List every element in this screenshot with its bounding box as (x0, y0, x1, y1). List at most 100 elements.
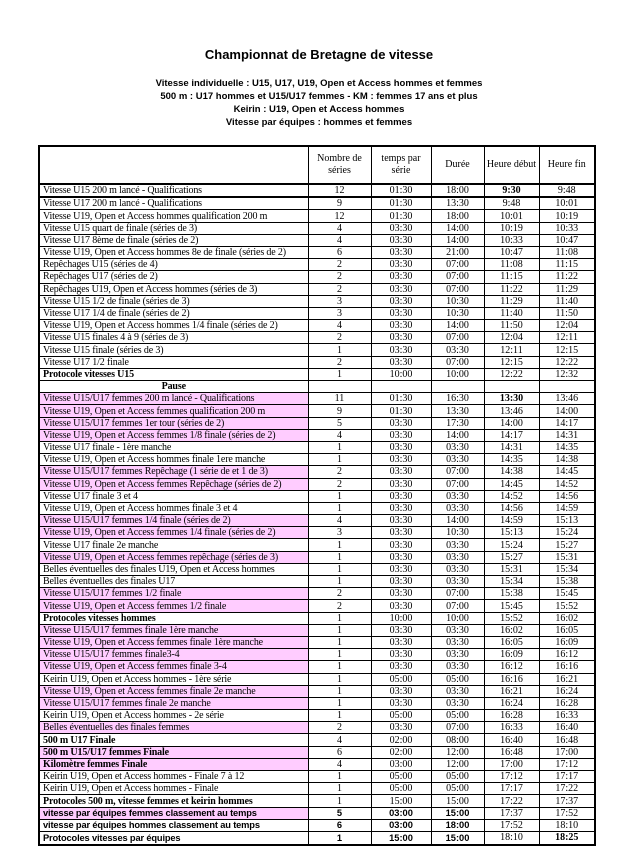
duration-cell: 07:00 (430, 587, 485, 601)
duration-cell: 03:30 (430, 696, 485, 711)
start-time-cell: 12:11 (483, 343, 540, 357)
series-count-cell: 4 (307, 221, 372, 235)
subtitle-line: Vitesse par équipes : hommes et femmes (225, 117, 413, 128)
start-time-cell: 14:35 (483, 453, 540, 467)
time-per-series-cell: 01:30 (370, 196, 432, 211)
series-count-cell: 2 (307, 587, 372, 601)
event-label: Repêchages U19, Open et Access hommes (s… (38, 282, 309, 296)
schedule-row: Repêchages U17 (séries de 2) 2 03:30 07:00 1… (38, 270, 596, 284)
end-time-cell: 16:02 (538, 611, 596, 625)
duration-cell: 18:00 (430, 818, 485, 832)
schedule-row: Vitesse U17 1/2 finale 2 03:30 07:00 12:15 12… (38, 355, 596, 369)
end-time-cell: 16:16 (538, 660, 596, 674)
end-time-cell: 10:33 (538, 221, 596, 235)
header-row: Nombre de séries temps par série Durée H… (38, 145, 596, 185)
time-per-series-cell: 05:00 (370, 672, 432, 686)
end-time-cell: 15:38 (538, 575, 596, 589)
time-per-series-cell: 03:30 (370, 331, 432, 345)
schedule-row: vitesse par équipes femmes classement au… (38, 806, 596, 820)
time-per-series-cell: 03:30 (370, 258, 432, 272)
event-label: Vitesse U17 8ème de finale (séries de 2) (38, 233, 309, 247)
event-label: Vitesse U19, Open et Access femmes 1/2 f… (38, 599, 309, 613)
time-per-series-cell: 03:30 (370, 453, 432, 467)
start-time-cell: 16:21 (483, 684, 540, 698)
end-time-cell: 16:24 (538, 684, 596, 698)
end-time-cell: 17:17 (538, 770, 596, 784)
series-count-cell: 4 (307, 233, 372, 247)
time-per-series-cell: 03:30 (370, 245, 432, 260)
start-time-cell: 14:52 (483, 489, 540, 503)
start-time-cell: 16:09 (483, 648, 540, 662)
event-label: Keirin U19, Open et Access hommes - Fina… (38, 782, 309, 796)
start-time-cell: 16:16 (483, 672, 540, 686)
schedule-row: Belles éventuelles des finales femmes 2 03… (38, 721, 596, 735)
end-time-cell: 10:19 (538, 209, 596, 223)
start-time-cell: 17:52 (483, 818, 540, 832)
start-time-cell: 15:13 (483, 526, 540, 540)
duration-cell: 05:00 (430, 770, 485, 784)
series-count-cell: 4 (307, 757, 372, 772)
schedule-row: Vitesse U15 1/2 de finale (séries de 3) 3… (38, 294, 596, 308)
duration-cell: 07:00 (430, 258, 485, 272)
start-time-cell: 17:37 (483, 806, 540, 820)
start-time-cell: 10:01 (483, 209, 540, 223)
series-count-cell: 3 (307, 306, 372, 321)
start-time-cell: 16:40 (483, 733, 540, 747)
schedule-row: Vitesse U19, Open et Access hommes 1/4 f… (38, 319, 596, 333)
start-time-cell: 17:00 (483, 757, 540, 772)
series-count-cell: 1 (307, 648, 372, 662)
start-time-cell: 15:31 (483, 562, 540, 577)
schedule-row: Vitesse U19, Open et Access hommes quali… (38, 209, 596, 223)
series-count-cell: 1 (307, 623, 372, 637)
duration-cell: 03:30 (430, 623, 485, 637)
end-time-cell: 12:32 (538, 367, 596, 382)
end-time-cell: 11:08 (538, 245, 596, 260)
duration-cell: 03:30 (430, 684, 485, 698)
series-count-cell: 2 (307, 270, 372, 284)
end-time-cell: 15:13 (538, 514, 596, 528)
schedule-row: Vitesse U15/U17 femmes 1/4 finale (série… (38, 514, 596, 528)
series-count-cell: 5 (307, 806, 372, 820)
end-time-cell: 14:56 (538, 489, 596, 503)
time-per-series-cell: 03:30 (370, 684, 432, 698)
time-per-series-cell: 03:30 (370, 575, 432, 589)
schedule-row: Vitesse U19, Open et Access hommes final… (38, 453, 596, 467)
time-per-series-cell: 02:00 (370, 745, 432, 759)
event-label: Vitesse U15/U17 femmes 200 m lancé - Qua… (38, 392, 309, 406)
event-label: Vitesse U15/U17 femmes finale3-4 (38, 648, 309, 662)
end-time-cell: 16:28 (538, 696, 596, 711)
series-count-cell: 1 (307, 831, 372, 846)
page-title: Championnat de Bretagne de vitesse (204, 47, 434, 62)
series-count-cell: 1 (307, 684, 372, 698)
time-per-series-cell: 03:30 (370, 306, 432, 321)
duration-cell: 03:30 (430, 550, 485, 564)
end-time-cell: 16:33 (538, 709, 596, 723)
event-label: Vitesse U19, Open et Access femmes Repêc… (38, 477, 309, 491)
series-count-cell: 1 (307, 709, 372, 723)
duration-cell: 15:00 (430, 806, 485, 820)
duration-cell: 03:30 (430, 501, 485, 516)
series-count-cell: 3 (307, 294, 372, 308)
start-time-cell: 13:30 (483, 392, 540, 406)
series-count-cell: 1 (307, 453, 372, 467)
start-time-cell: 14:56 (483, 501, 540, 516)
end-time-cell: 12:11 (538, 331, 596, 345)
event-label: Keirin U19, Open et Access hommes - 2e s… (38, 709, 309, 723)
schedule-row: Vitesse U19, Open et Access femmes quali… (38, 404, 596, 418)
time-per-series-cell: 03:30 (370, 696, 432, 711)
schedule-table-container: Nombre de séries temps par série Durée H… (38, 145, 596, 846)
event-label: Vitesse U17 200 m lancé - Qualifications (38, 196, 309, 211)
start-time-cell: 16:02 (483, 623, 540, 637)
event-label: Vitesse U15/U17 femmes finale 1ère manch… (38, 623, 309, 637)
duration-cell: 05:00 (430, 709, 485, 723)
duration-cell: 07:00 (430, 331, 485, 345)
start-time-cell: 9:48 (483, 196, 540, 211)
event-label: vitesse par équipes femmes classement au… (38, 806, 309, 820)
schedule-row: Keirin U19, Open et Access hommes - Fina… (38, 782, 596, 796)
end-time-cell: 11:40 (538, 294, 596, 308)
duration-cell: 07:00 (430, 282, 485, 296)
schedule-row: Vitesse U19, Open et Access hommes 8e de… (38, 245, 596, 260)
duration-cell: 14:00 (430, 233, 485, 247)
schedule-table-body: Vitesse U15 200 m lancé - Qualifications… (38, 183, 596, 846)
